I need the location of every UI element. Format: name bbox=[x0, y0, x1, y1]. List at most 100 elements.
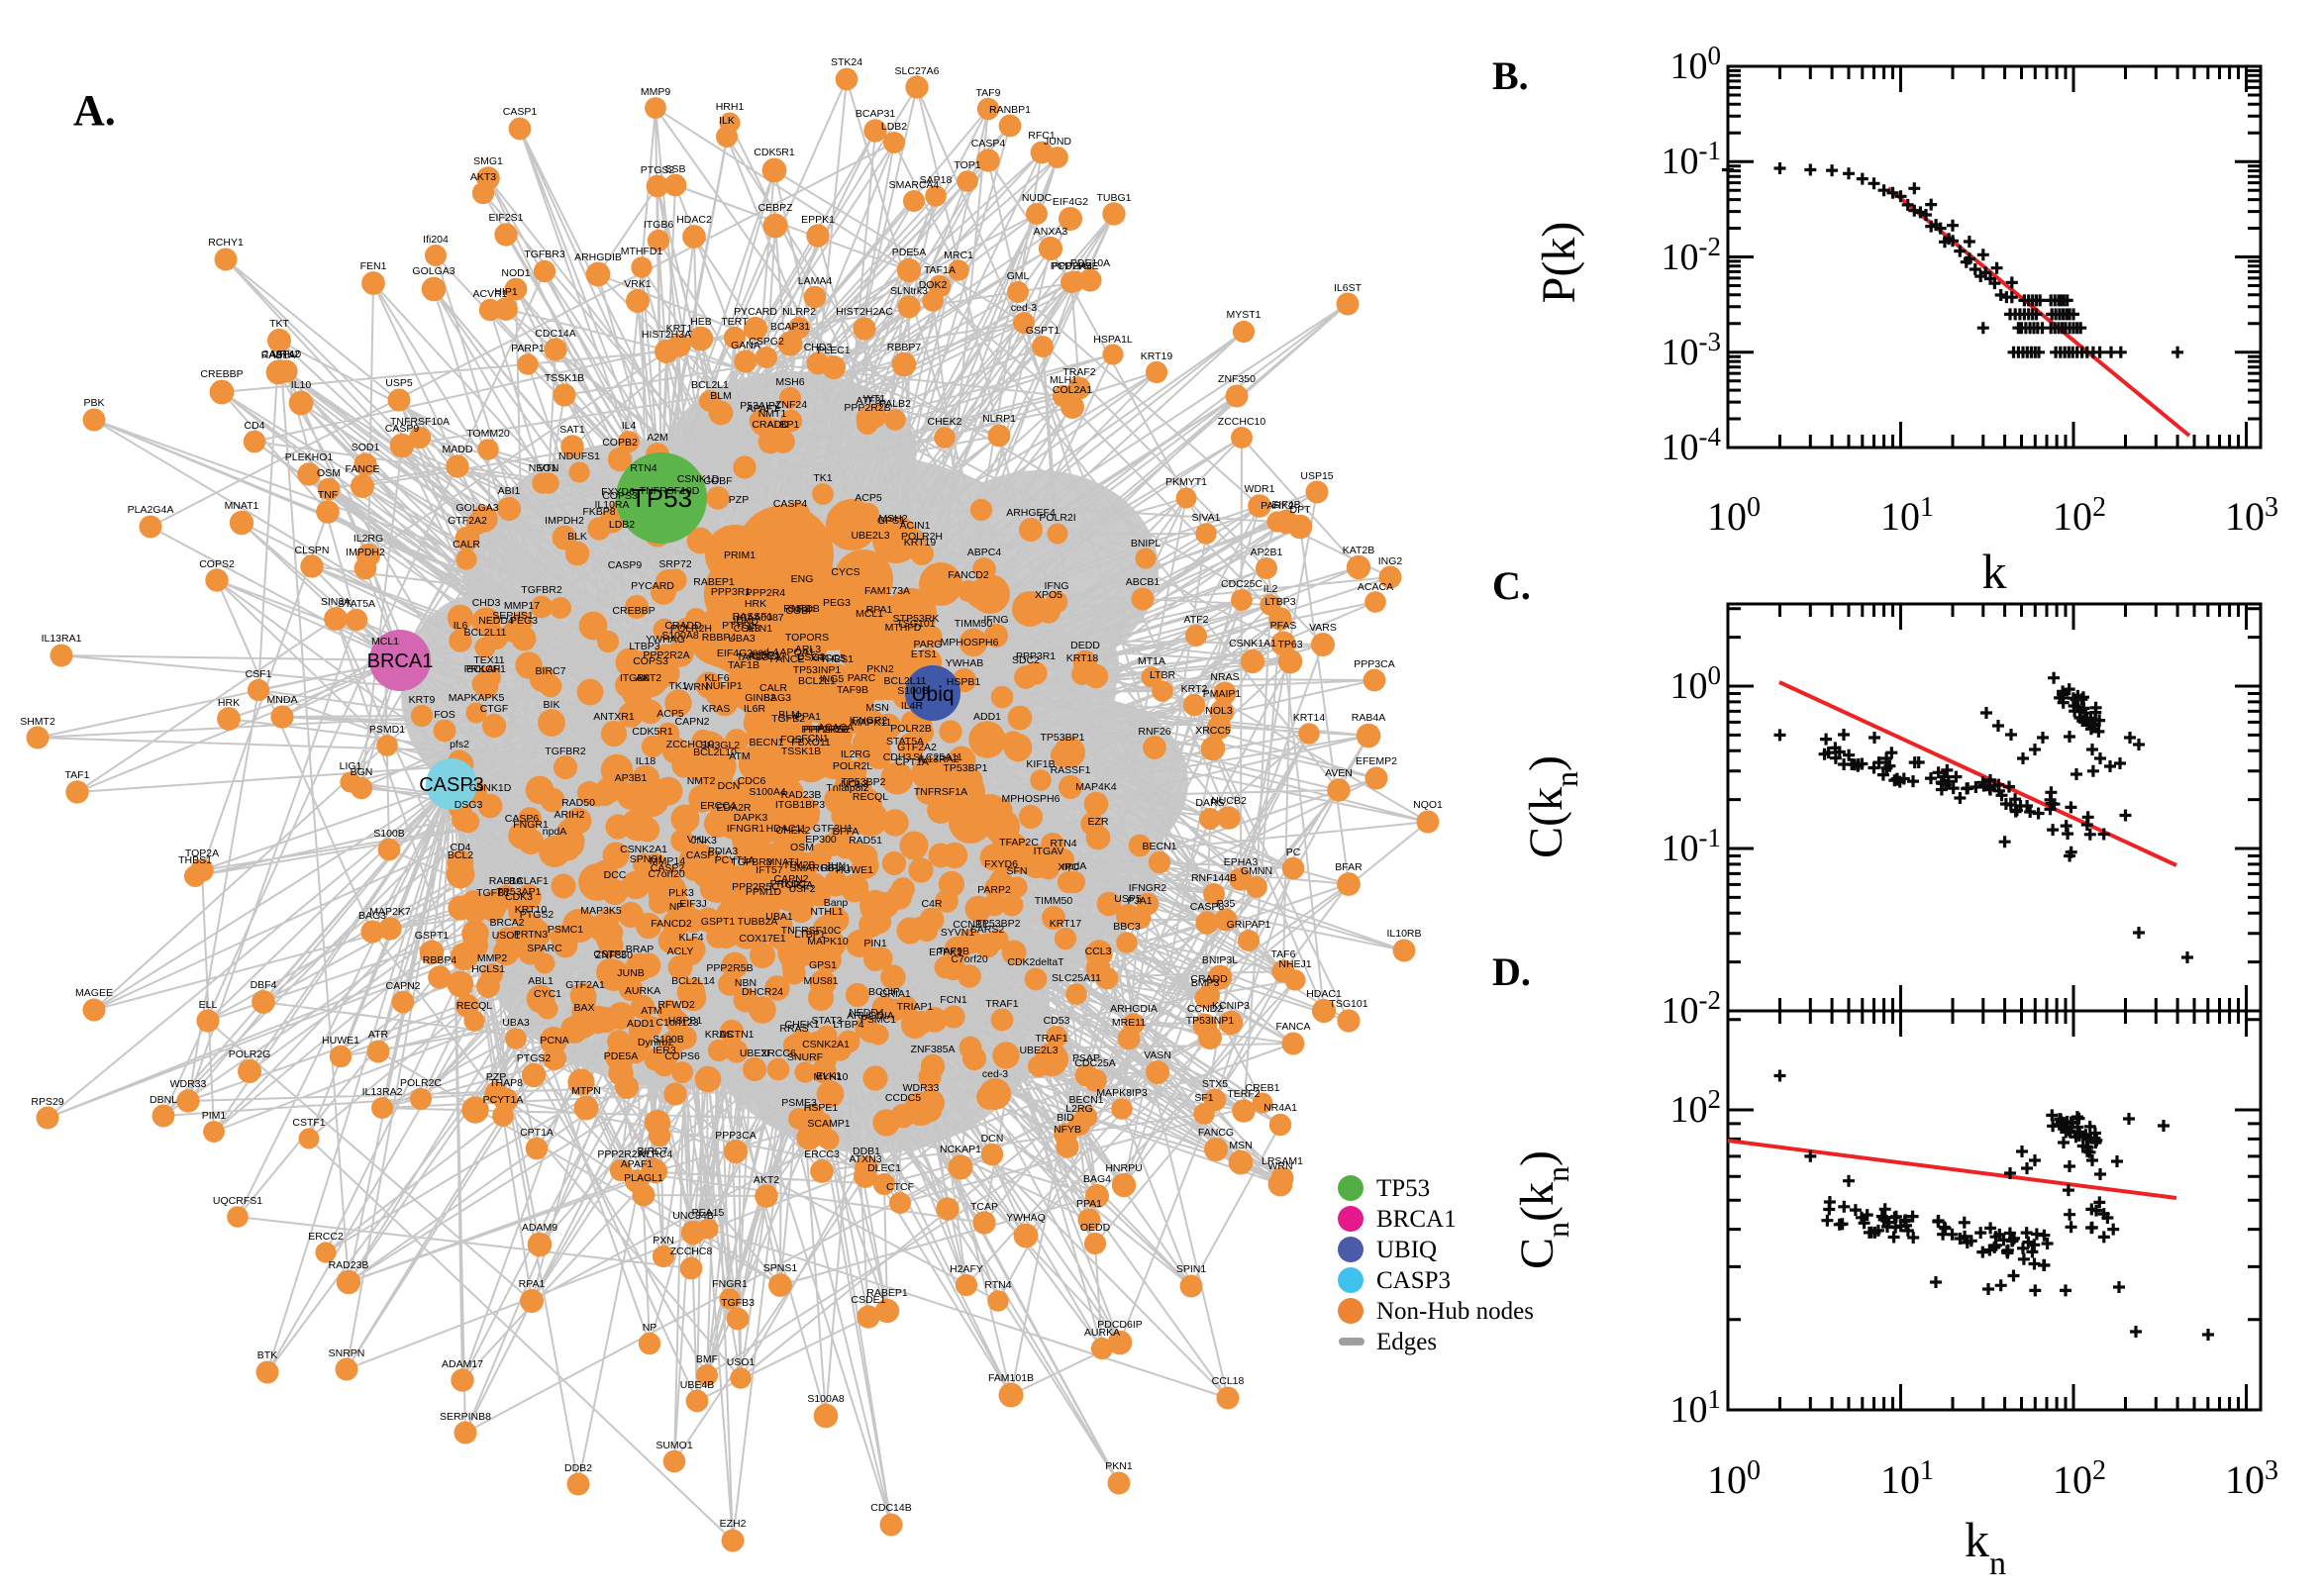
svg-text:BCL2L1: BCL2L1 bbox=[691, 379, 729, 391]
svg-text:NOL3: NOL3 bbox=[1205, 705, 1233, 717]
svg-text:XRCC5: XRCC5 bbox=[810, 652, 846, 664]
svg-text:TAF9B: TAF9B bbox=[938, 946, 969, 957]
svg-text:NBN: NBN bbox=[735, 977, 757, 989]
svg-text:KRT18: KRT18 bbox=[1066, 652, 1099, 664]
svg-text:TIMM50: TIMM50 bbox=[1035, 895, 1073, 907]
svg-text:ZNF350: ZNF350 bbox=[1218, 373, 1256, 385]
svg-text:MSH2: MSH2 bbox=[878, 513, 907, 525]
svg-text:101: 101 bbox=[1880, 1455, 1934, 1502]
svg-text:ACLY: ACLY bbox=[667, 946, 694, 957]
svg-text:POLR2B: POLR2B bbox=[890, 723, 931, 735]
svg-text:STX5: STX5 bbox=[1202, 1078, 1228, 1090]
svg-text:PSMC1: PSMC1 bbox=[860, 1014, 896, 1026]
svg-text:RFWD2: RFWD2 bbox=[657, 999, 694, 1011]
svg-text:IL13RA1: IL13RA1 bbox=[42, 633, 82, 645]
svg-text:WRN: WRN bbox=[1267, 1160, 1292, 1172]
svg-text:BAG3: BAG3 bbox=[358, 910, 386, 922]
svg-text:ILK: ILK bbox=[719, 115, 735, 127]
svg-text:ENG: ENG bbox=[791, 573, 814, 585]
svg-text:CASP4: CASP4 bbox=[971, 138, 1006, 150]
svg-text:IFNGR2: IFNGR2 bbox=[1129, 882, 1167, 894]
svg-text:TIMM50: TIMM50 bbox=[955, 618, 993, 630]
svg-text:MAP4K4: MAP4K4 bbox=[1075, 781, 1117, 793]
svg-text:ARHGEF4: ARHGEF4 bbox=[1006, 507, 1056, 519]
svg-text:PCYT1A: PCYT1A bbox=[715, 854, 756, 866]
svg-text:DEDD: DEDD bbox=[1070, 640, 1100, 651]
svg-text:ACVR1: ACVR1 bbox=[472, 288, 507, 300]
svg-text:ATM: ATM bbox=[641, 1005, 661, 1017]
svg-text:ITM2B: ITM2B bbox=[785, 859, 816, 871]
svg-text:BCCIP: BCCIP bbox=[868, 986, 900, 998]
svg-text:MRE11: MRE11 bbox=[1112, 1017, 1146, 1029]
svg-text:P53AIP1: P53AIP1 bbox=[740, 400, 781, 412]
svg-text:EPHA3: EPHA3 bbox=[1224, 856, 1259, 868]
svg-text:PARC: PARC bbox=[848, 672, 876, 684]
svg-text:B.: B. bbox=[1492, 53, 1529, 98]
svg-text:BCAP31: BCAP31 bbox=[856, 108, 895, 120]
svg-text:NFYB: NFYB bbox=[1054, 1124, 1081, 1136]
svg-text:CCDC5: CCDC5 bbox=[885, 1092, 921, 1104]
svg-text:RASSF1: RASSF1 bbox=[733, 611, 773, 623]
svg-text:CDK2deltaT: CDK2deltaT bbox=[1007, 956, 1064, 968]
svg-text:NOL3: NOL3 bbox=[841, 778, 868, 790]
svg-text:ATXN3: ATXN3 bbox=[849, 1153, 881, 1165]
svg-text:CHEK2: CHEK2 bbox=[927, 416, 961, 428]
svg-text:ING5: ING5 bbox=[820, 673, 845, 685]
svg-text:MNAT1: MNAT1 bbox=[766, 856, 801, 868]
svg-text:EIF4G2: EIF4G2 bbox=[1053, 196, 1088, 208]
svg-text:XRCC6: XRCC6 bbox=[760, 1047, 796, 1059]
svg-text:NEDD4: NEDD4 bbox=[849, 1007, 884, 1019]
svg-text:RTN4: RTN4 bbox=[984, 1279, 1011, 1291]
svg-text:HIST2H2AC: HIST2H2AC bbox=[836, 306, 893, 318]
svg-text:MADD: MADD bbox=[443, 444, 473, 455]
svg-text:MT1A: MT1A bbox=[1138, 655, 1165, 667]
svg-text:ZNF385A: ZNF385A bbox=[911, 1044, 956, 1055]
svg-text:NR4A1: NR4A1 bbox=[1263, 1102, 1297, 1114]
svg-text:UBE4B: UBE4B bbox=[680, 1379, 714, 1391]
svg-text:LAMA4: LAMA4 bbox=[798, 275, 833, 287]
svg-text:CHEK2: CHEK2 bbox=[775, 825, 810, 837]
svg-text:MLH1: MLH1 bbox=[1050, 374, 1077, 386]
svg-text:BAG4: BAG4 bbox=[1083, 1173, 1111, 1185]
svg-text:IFNG: IFNG bbox=[983, 614, 1008, 626]
svg-text:COBF: COBF bbox=[703, 475, 732, 487]
svg-text:TRAF2: TRAF2 bbox=[1062, 366, 1095, 378]
svg-text:10-3: 10-3 bbox=[1662, 327, 1722, 373]
svg-text:TUBG1: TUBG1 bbox=[1096, 192, 1131, 204]
svg-text:UBE2L3: UBE2L3 bbox=[851, 530, 889, 542]
svg-text:CSTF2: CSTF2 bbox=[593, 948, 626, 960]
svg-text:DSG3: DSG3 bbox=[797, 651, 826, 663]
svg-text:PTGS2: PTGS2 bbox=[520, 909, 555, 921]
svg-text:PPP3CA: PPP3CA bbox=[1354, 658, 1394, 670]
svg-text:PPP3R1: PPP3R1 bbox=[711, 586, 751, 598]
svg-text:EIF2S1: EIF2S1 bbox=[488, 212, 523, 224]
svg-text:GOLGA3: GOLGA3 bbox=[412, 265, 454, 277]
svg-text:RFC1: RFC1 bbox=[1028, 130, 1056, 142]
svg-text:TAF9: TAF9 bbox=[976, 87, 1001, 99]
svg-text:BIRC7: BIRC7 bbox=[536, 665, 566, 677]
svg-text:HDAC11: HDAC11 bbox=[766, 823, 807, 835]
svg-text:PZP: PZP bbox=[729, 494, 749, 506]
svg-text:CSNK2A1: CSNK2A1 bbox=[802, 1039, 850, 1050]
svg-text:TRAF1: TRAF1 bbox=[1035, 1033, 1067, 1045]
svg-text:PEG3: PEG3 bbox=[823, 597, 851, 609]
svg-text:TOP1: TOP1 bbox=[954, 159, 980, 171]
svg-text:FNGR1: FNGR1 bbox=[513, 819, 549, 831]
svg-text:AURKA: AURKA bbox=[1084, 1327, 1120, 1339]
svg-text:TP53BP2: TP53BP2 bbox=[842, 776, 886, 788]
svg-text:SUMO1: SUMO1 bbox=[656, 1440, 693, 1451]
svg-text:NUDC: NUDC bbox=[1022, 192, 1053, 204]
svg-text:ATM: ATM bbox=[729, 750, 750, 762]
svg-text:LIG1: LIG1 bbox=[340, 760, 362, 772]
svg-text:CRADD: CRADD bbox=[752, 419, 789, 431]
svg-text:ETS1: ETS1 bbox=[911, 648, 937, 660]
svg-text:DHCR24: DHCR24 bbox=[742, 986, 783, 998]
svg-text:STAT3: STAT3 bbox=[811, 1015, 842, 1027]
svg-text:TOMM20: TOMM20 bbox=[466, 428, 510, 440]
svg-text:CRADD: CRADD bbox=[1190, 973, 1228, 985]
svg-text:RABEP1: RABEP1 bbox=[693, 576, 735, 588]
svg-text:TP53INP1: TP53INP1 bbox=[1186, 1015, 1235, 1027]
svg-text:KIF1B: KIF1B bbox=[1026, 758, 1055, 770]
svg-text:SSB: SSB bbox=[664, 163, 685, 175]
svg-text:DCTN1: DCTN1 bbox=[719, 1029, 754, 1041]
